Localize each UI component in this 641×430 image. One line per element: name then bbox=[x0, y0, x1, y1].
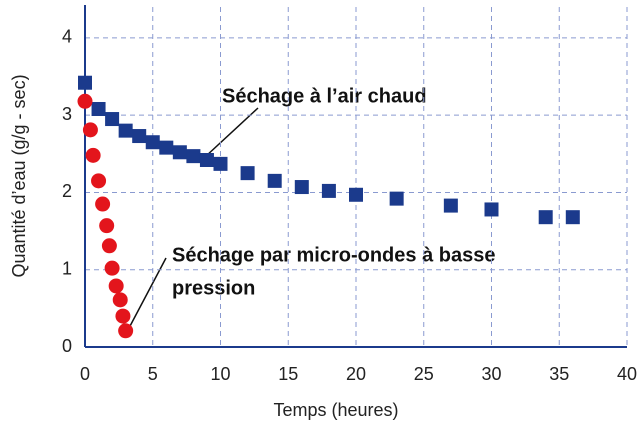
y-tick-label: 0 bbox=[62, 336, 72, 356]
x-tick-label: 20 bbox=[346, 364, 366, 384]
data-point bbox=[145, 135, 160, 150]
data-point bbox=[199, 153, 214, 167]
data-point bbox=[82, 122, 98, 138]
x-tick-label: 40 bbox=[617, 364, 637, 384]
data-point bbox=[294, 180, 309, 195]
annotation-pointer bbox=[204, 107, 259, 158]
data-point bbox=[99, 218, 115, 234]
data-point bbox=[213, 156, 228, 171]
data-point bbox=[115, 308, 131, 324]
data-point bbox=[538, 210, 553, 225]
data-point bbox=[118, 323, 134, 339]
data-point bbox=[240, 166, 255, 181]
data-point bbox=[321, 183, 336, 198]
x-tick-label: 35 bbox=[549, 364, 569, 384]
data-point bbox=[108, 278, 124, 294]
data-point bbox=[267, 173, 282, 188]
x-tick-label: 15 bbox=[278, 364, 298, 384]
data-point bbox=[118, 123, 133, 138]
data-point bbox=[112, 292, 128, 308]
data-point bbox=[104, 260, 120, 276]
data-point bbox=[105, 112, 120, 127]
data-point bbox=[389, 191, 404, 206]
y-tick-label: 4 bbox=[62, 27, 72, 47]
data-point bbox=[132, 129, 147, 144]
data-point bbox=[186, 149, 201, 164]
y-tick-label: 1 bbox=[62, 258, 72, 278]
annotation-pointer bbox=[128, 257, 167, 329]
x-tick-label: 30 bbox=[481, 364, 501, 384]
data-point bbox=[78, 75, 92, 90]
data-point bbox=[91, 173, 107, 189]
data-point bbox=[443, 198, 458, 213]
annotation: pression bbox=[172, 277, 255, 299]
x-tick-label: 0 bbox=[80, 364, 90, 384]
data-point bbox=[77, 93, 93, 109]
x-axis-label: Temps (heures) bbox=[273, 400, 398, 420]
y-tick-label: 2 bbox=[62, 181, 72, 201]
data-point bbox=[101, 238, 117, 254]
data-point bbox=[484, 202, 499, 217]
data-point bbox=[172, 145, 187, 160]
annotation: Séchage à l’air chaud bbox=[222, 85, 427, 107]
data-point bbox=[159, 140, 174, 155]
data-point bbox=[85, 147, 101, 163]
data-point bbox=[95, 196, 111, 212]
y-tick-label: 3 bbox=[62, 104, 72, 124]
x-tick-label: 10 bbox=[210, 364, 230, 384]
x-tick-label: 25 bbox=[414, 364, 434, 384]
annotation: Séchage par micro-ondes à basse bbox=[172, 244, 495, 266]
data-point bbox=[565, 210, 580, 225]
x-tick-label: 5 bbox=[148, 364, 158, 384]
data-point bbox=[91, 102, 106, 116]
data-point bbox=[349, 187, 363, 202]
y-axis-label: Quantité d’eau (g/g - sec) bbox=[9, 74, 29, 277]
